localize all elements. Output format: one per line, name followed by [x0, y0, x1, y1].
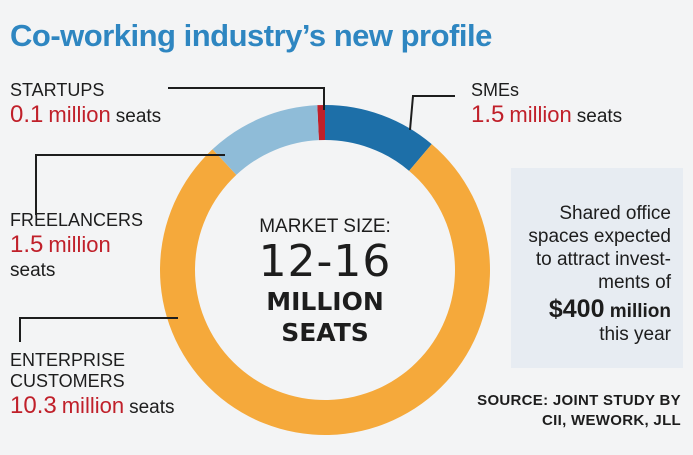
label-smes-name: SMEs — [471, 80, 520, 100]
callout-amount: $400 — [548, 295, 605, 323]
slice-enterprise — [160, 144, 490, 436]
label-enterprise-seats: seats — [129, 397, 175, 418]
label-enterprise-million: million — [61, 393, 125, 418]
slice-smes — [325, 105, 432, 171]
callout-line-2: spaces expected — [528, 226, 671, 247]
label-smes: SMEs 1.5 million seats — [471, 80, 622, 131]
label-freelancers-value-line: 1.5 million — [10, 231, 143, 260]
leader-line-freelancers — [35, 154, 225, 215]
label-enterprise: ENTERPRISE CUSTOMERS 10.3 million seats — [10, 350, 175, 422]
callout-amount-line: $400 million — [549, 295, 671, 326]
label-enterprise-name2: CUSTOMERS — [10, 371, 125, 391]
slice-startups — [317, 105, 325, 141]
label-enterprise-value-line: 10.3 million seats — [10, 392, 175, 422]
center-million: MILLION — [266, 287, 384, 316]
label-smes-seats: seats — [576, 106, 623, 127]
center-market-size-value: 12-16 — [258, 236, 392, 287]
callout-amount-unit: million — [609, 301, 671, 322]
callout-line-1: Shared office — [559, 203, 671, 224]
label-freelancers-million: million — [48, 232, 111, 257]
slice-freelancers — [212, 105, 319, 175]
callout-line-6: this year — [599, 324, 671, 345]
label-startups-name: STARTUPS — [10, 80, 105, 100]
leader-line-startups — [168, 87, 325, 110]
investment-callout: Shared office spaces expected to attract… — [511, 168, 683, 368]
label-freelancers-name: FREELANCERS — [10, 210, 144, 230]
label-startups-million: million — [48, 102, 111, 127]
callout-line-3: to attract invest- — [535, 249, 671, 270]
label-startups-value-line: 0.1 million seats — [10, 101, 161, 131]
label-startups: STARTUPS 0.1 million seats — [10, 80, 161, 131]
chart-title: Co-working industry’s new profile — [10, 18, 492, 53]
label-smes-value-line: 1.5 million seats — [471, 101, 622, 131]
leader-line-enterprise — [19, 317, 178, 342]
center-seats: SEATS — [281, 318, 369, 347]
label-freelancers-value: 1.5 — [10, 231, 44, 258]
center-market-size-label: MARKET SIZE: — [259, 216, 391, 237]
label-freelancers-seats: seats — [10, 260, 56, 281]
label-smes-million: million — [509, 102, 572, 127]
label-startups-value: 0.1 — [10, 101, 44, 128]
source-line-1: SOURCE: JOINT STUDY BY — [477, 392, 681, 409]
label-enterprise-value: 10.3 — [10, 392, 57, 419]
label-smes-value: 1.5 — [471, 101, 505, 128]
callout-line-4: ments of — [598, 272, 671, 293]
label-startups-seats: seats — [115, 106, 162, 127]
leader-line-smes — [409, 95, 455, 131]
label-enterprise-name1: ENTERPRISE — [10, 350, 126, 370]
label-freelancers: FREELANCERS 1.5 million seats — [10, 210, 143, 281]
source-line-2: CII, WEWORK, JLL — [542, 412, 681, 429]
